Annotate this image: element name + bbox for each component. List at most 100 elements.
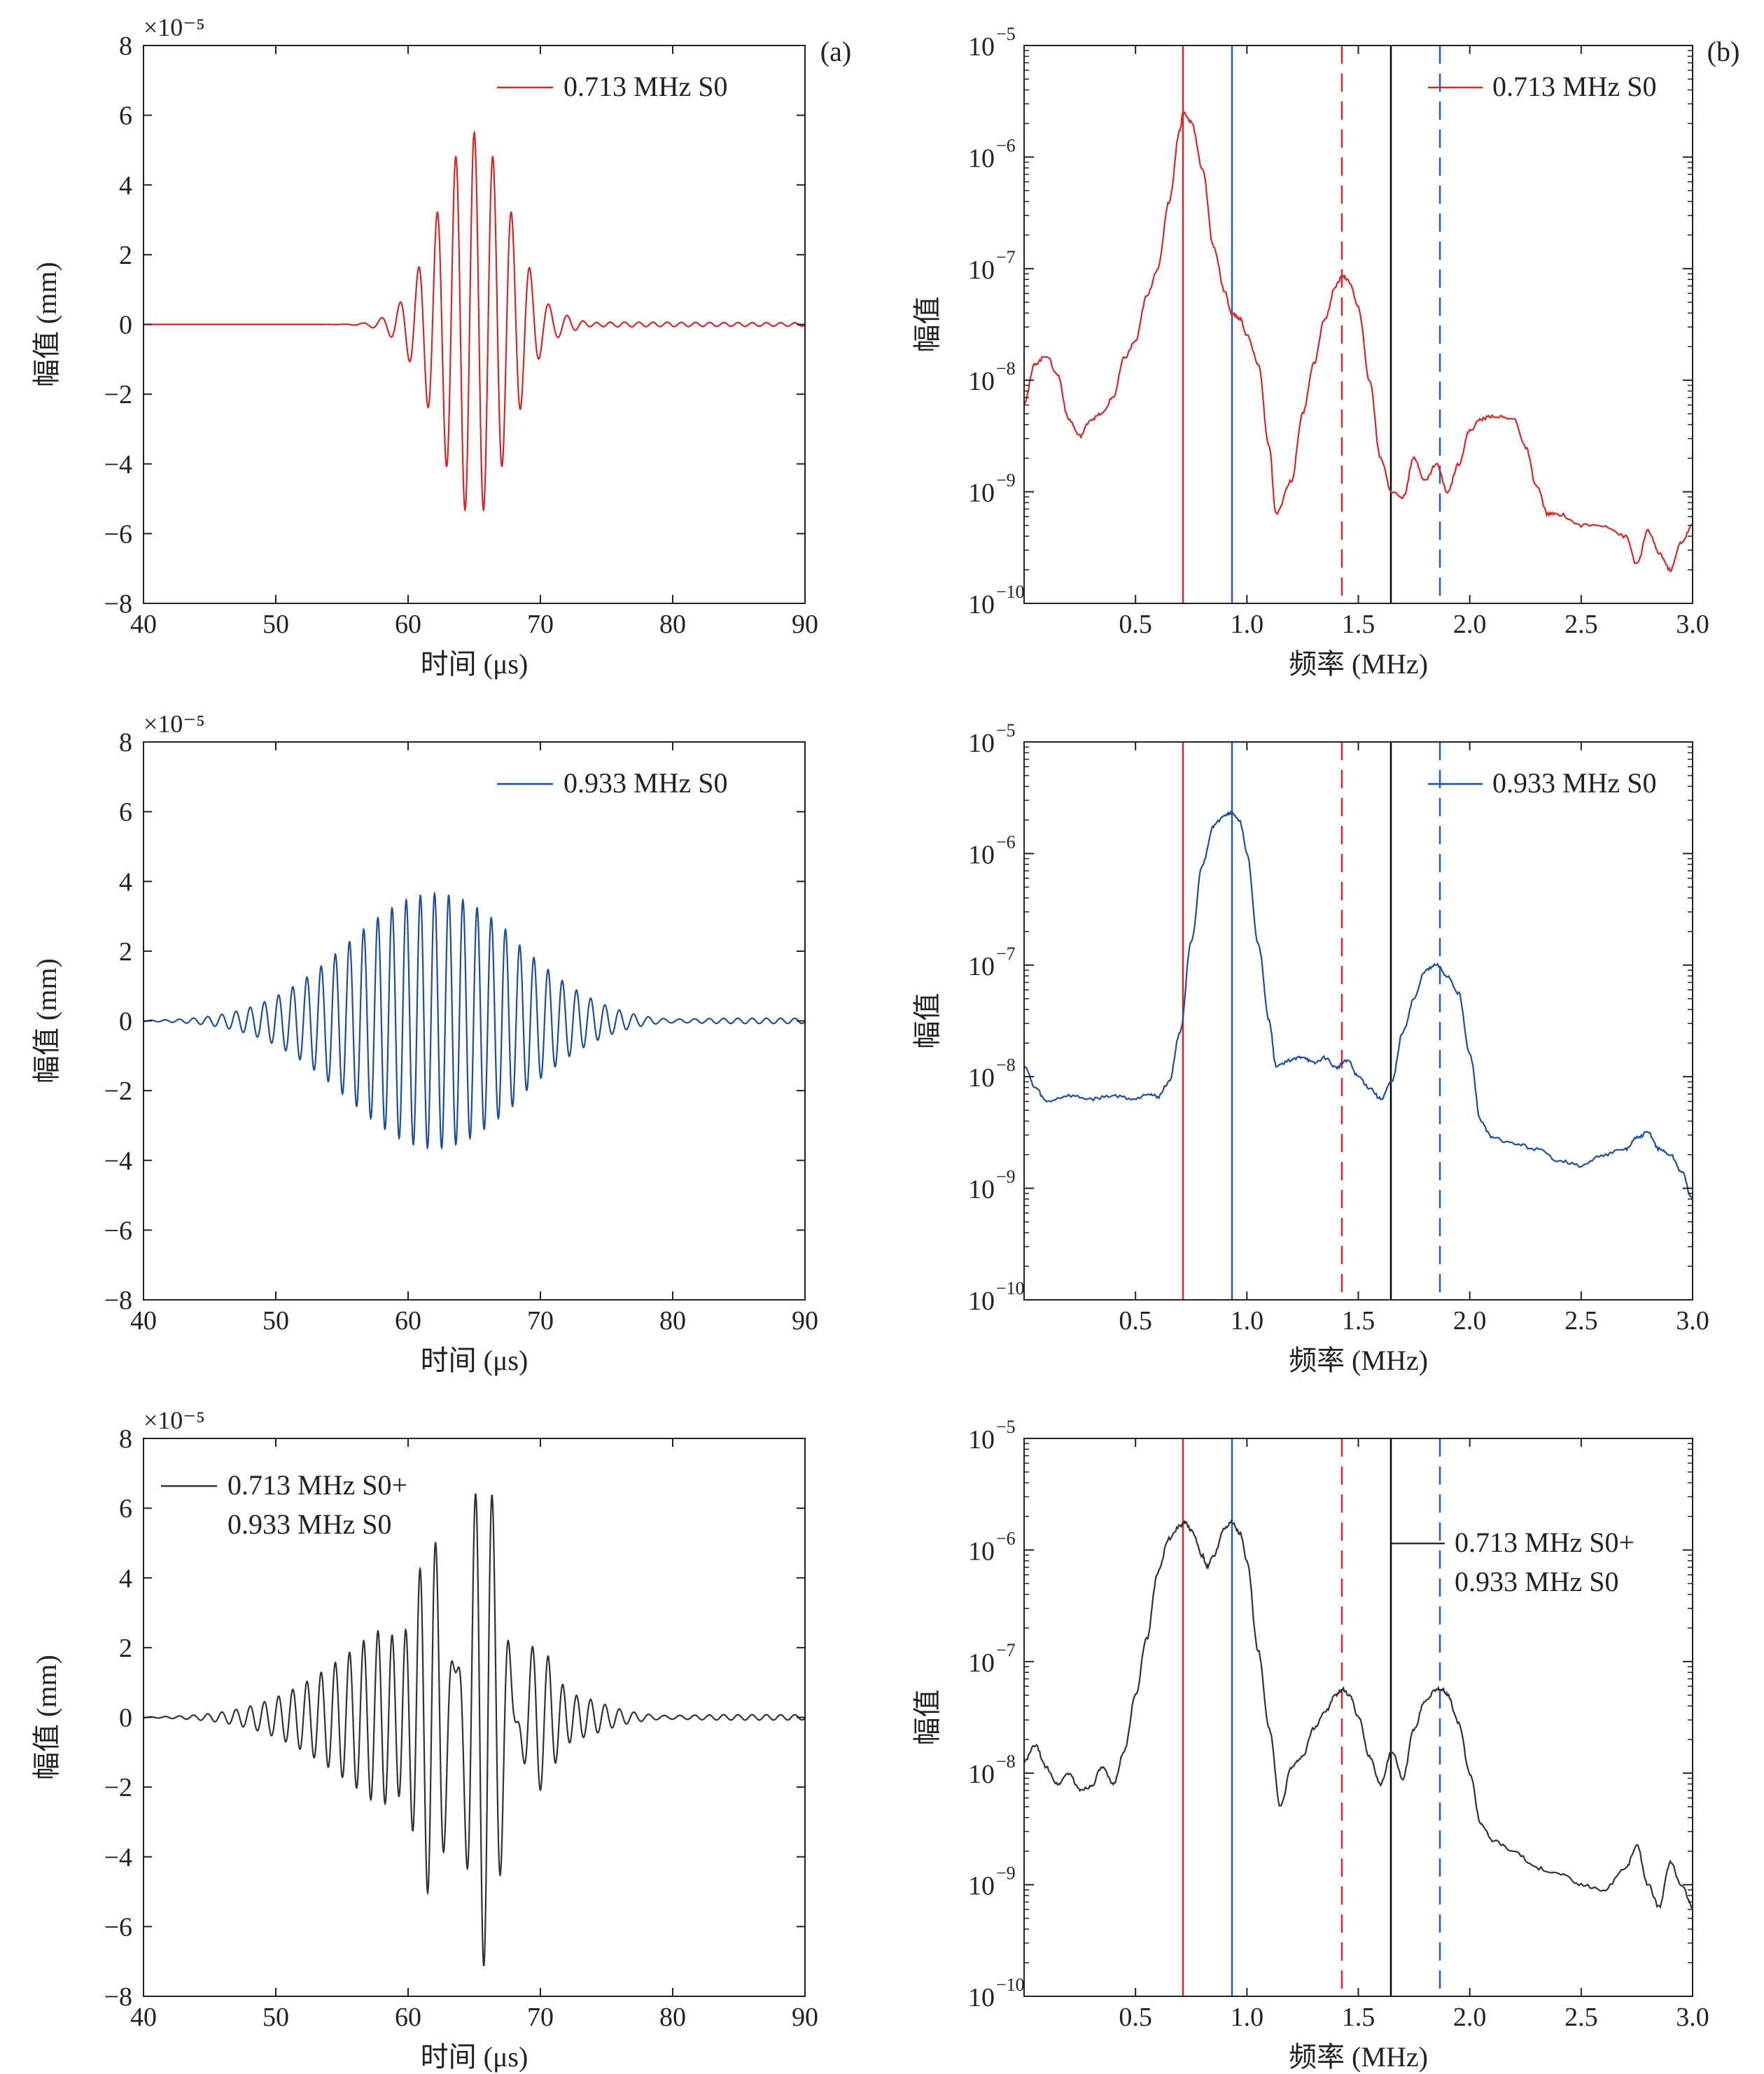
y-tick-exponent: −8: [996, 1055, 1016, 1075]
y-tick-exponent: −6: [996, 1528, 1016, 1548]
x-tick-label: 60: [395, 1306, 421, 1336]
y-tick-label: −4: [104, 1147, 132, 1176]
x-tick-label: 2.0: [1453, 2003, 1487, 2032]
y-tick-label: −6: [104, 519, 132, 549]
x-tick-label: 0.5: [1119, 610, 1152, 639]
x-tick-label: 1.5: [1342, 610, 1376, 639]
x-tick-label: 80: [659, 610, 686, 639]
x-tick-label: 1.0: [1231, 1306, 1264, 1336]
y-axis-label: 幅值 (mm): [31, 262, 62, 387]
y-tick-label: −8: [104, 1982, 132, 2012]
series-line: [1023, 810, 1693, 1200]
y-tick-exponent: −10: [996, 1278, 1025, 1298]
y-tick-label: −8: [104, 1286, 132, 1315]
panel-time-2: 40 50 60 70 80 90 8 6 4 2 0 −2 −4 −6 −8 ×10⁻⁵ 时间 (μs) 幅值 …: [31, 710, 818, 1376]
y-axis-label: 幅值: [911, 297, 943, 353]
legend-label: 0.713 MHz S0: [1492, 71, 1656, 102]
x-axis-label: 频率 (MHz): [1289, 1345, 1428, 1376]
legend-label: 0.933 MHz S0: [1492, 767, 1656, 799]
panel-time-1: 40 50 60 70 80 90 8 6 4 2 0 −2 −4 −6 −8 ×10⁻⁵ 时间 (μs) 幅值 …: [31, 13, 851, 680]
x-axis-label: 频率 (MHz): [1289, 648, 1428, 680]
y-tick-base: 10: [968, 479, 995, 508]
legend-label: 0.933 MHz S0: [1455, 1566, 1618, 1597]
x-tick-label: 70: [527, 2003, 554, 2032]
x-tick-label: 80: [659, 1306, 686, 1336]
y-axis-label: 幅值 (mm): [31, 958, 62, 1084]
x-tick-label: 2.5: [1564, 1306, 1598, 1336]
x-tick-label: 3.0: [1676, 610, 1709, 639]
panel-label-b: (b): [1707, 36, 1740, 67]
y-tick-label: −2: [104, 1077, 132, 1106]
x-tick-label: 50: [262, 1306, 289, 1336]
y-tick-label: −8: [104, 589, 132, 619]
y-tick-exponent: −10: [996, 582, 1025, 602]
y-tick-exponent: −7: [996, 247, 1016, 267]
legend-label: 0.933 MHz S0: [564, 767, 727, 799]
x-tick-label: 70: [527, 1306, 554, 1336]
y-tick-base: 10: [968, 1063, 995, 1093]
series-line: [1023, 1518, 1693, 1910]
y-tick-exponent: −9: [996, 1863, 1016, 1884]
panel-label-a: (a): [820, 36, 851, 67]
y-axis-label: 幅值 (mm): [31, 1655, 62, 1780]
x-tick-label: 2.5: [1564, 610, 1598, 639]
y-tick-base: 10: [968, 1760, 995, 1789]
y-tick-base: 10: [968, 729, 995, 758]
y-tick-label: 0: [119, 1704, 132, 1733]
x-axis-label: 时间 (μs): [421, 648, 528, 680]
x-tick-label: 50: [262, 2003, 289, 2032]
x-tick-label: 1.5: [1342, 2003, 1376, 2032]
y-tick-base: 10: [968, 143, 995, 173]
y-tick-base: 10: [968, 32, 995, 62]
y-tick-label: 6: [119, 798, 132, 827]
x-tick-label: 40: [130, 2003, 157, 2032]
panel-freq-3: 0.5 1.0 1.5 2.0 2.5 3.010−510−610−710−810−910…: [911, 1417, 1709, 2073]
legend-label: 0.933 MHz S0: [227, 1508, 391, 1540]
x-tick-label: 60: [395, 2003, 421, 2032]
panel-freq-2: 0.5 1.0 1.5 2.0 2.5 3.010−510−610−710−810−910…: [911, 720, 1709, 1376]
y-tick-base: 10: [968, 255, 995, 285]
y-tick-label: 4: [119, 1564, 132, 1593]
y-tick-exponent: −6: [996, 135, 1016, 155]
series-line: [1023, 110, 1693, 573]
x-tick-label: 1.0: [1231, 2003, 1264, 2032]
y-tick-label: 4: [119, 867, 132, 897]
y-tick-base: 10: [968, 1287, 995, 1316]
y-tick-label: −4: [104, 450, 132, 479]
y-axis-label: 幅值: [911, 993, 943, 1049]
x-tick-label: 2.5: [1564, 2003, 1598, 2032]
exponent-label: ×10⁻⁵: [144, 710, 205, 738]
x-tick-label: 40: [130, 1306, 157, 1336]
y-tick-label: 8: [119, 1424, 132, 1454]
legend-label: 0.713 MHz S0+: [227, 1469, 407, 1501]
x-tick-label: 3.0: [1676, 2003, 1709, 2032]
exponent-label: ×10⁻⁵: [144, 13, 205, 41]
x-tick-label: 40: [130, 610, 157, 639]
panel-freq-1: 0.5 1.0 1.5 2.0 2.5 3.010−510−610−710−810−910…: [911, 24, 1740, 680]
x-tick-label: 2.0: [1453, 1306, 1487, 1336]
y-tick-base: 10: [968, 1983, 995, 2012]
y-axis-label: 幅值: [911, 1690, 943, 1746]
y-tick-label: 0: [119, 311, 132, 340]
y-tick-label: −6: [104, 1912, 132, 1942]
y-tick-exponent: −8: [996, 358, 1016, 379]
legend-label: 0.713 MHz S0: [564, 71, 727, 102]
x-axis-label: 时间 (μs): [421, 1345, 528, 1376]
y-tick-exponent: −10: [996, 1975, 1025, 1995]
y-tick-base: 10: [968, 1648, 995, 1678]
x-tick-label: 50: [262, 610, 289, 639]
y-tick-label: 2: [119, 937, 132, 967]
y-tick-label: 6: [119, 101, 132, 131]
y-tick-label: −6: [104, 1216, 132, 1245]
panel-time-3: 40 50 60 70 80 90 8 6 4 2 0 −2 −4 −6 −8 ×10⁻⁵ 时间 (μs) 幅值 …: [31, 1406, 818, 2073]
axes-frame: [1023, 45, 1693, 604]
y-tick-base: 10: [968, 1536, 995, 1566]
x-axis-label: 频率 (MHz): [1289, 2041, 1428, 2073]
y-tick-exponent: −6: [996, 832, 1016, 852]
y-tick-label: 6: [119, 1494, 132, 1524]
x-tick-label: 90: [792, 610, 818, 639]
x-tick-label: 60: [395, 610, 421, 639]
x-tick-label: 3.0: [1676, 1306, 1709, 1336]
y-tick-label: 4: [119, 171, 132, 200]
